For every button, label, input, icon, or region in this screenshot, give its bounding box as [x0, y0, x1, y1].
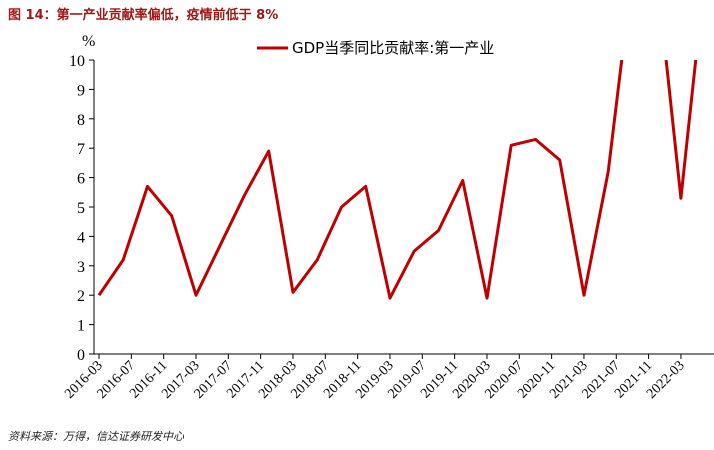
- y-tick-label: 0: [77, 347, 85, 364]
- y-tick-label: 4: [77, 229, 85, 246]
- y-axis: 0 1 2 3 4 5 6 7 8 9 10: [69, 53, 95, 364]
- y-tick-label: 2: [77, 288, 85, 305]
- y-tick-label: 6: [77, 171, 85, 188]
- source-note: 资料来源：万得，信达证券研发中心: [8, 430, 184, 443]
- legend-label: GDP当季同比贡献率:第一产业: [292, 39, 494, 57]
- series-line: [97, 60, 698, 300]
- y-tick-label: 3: [77, 259, 85, 276]
- y-tick-label: 10: [69, 53, 85, 70]
- y-tick-label: 1: [77, 318, 85, 335]
- y-tick-label: 5: [77, 200, 85, 217]
- series-layer: [97, 60, 698, 300]
- chart-title: 图 14：第一产业贡献率偏低，疫情前低于 8%: [8, 8, 279, 23]
- x-axis: 2016-032016-072016-112017-032017-072017-…: [62, 353, 714, 402]
- y-tick-label: 8: [77, 112, 85, 129]
- y-axis-unit-label: %: [82, 33, 95, 50]
- y-tick-label: 7: [77, 141, 85, 158]
- y-tick-label: 9: [77, 82, 85, 99]
- legend: GDP当季同比贡献率:第一产业: [257, 39, 494, 57]
